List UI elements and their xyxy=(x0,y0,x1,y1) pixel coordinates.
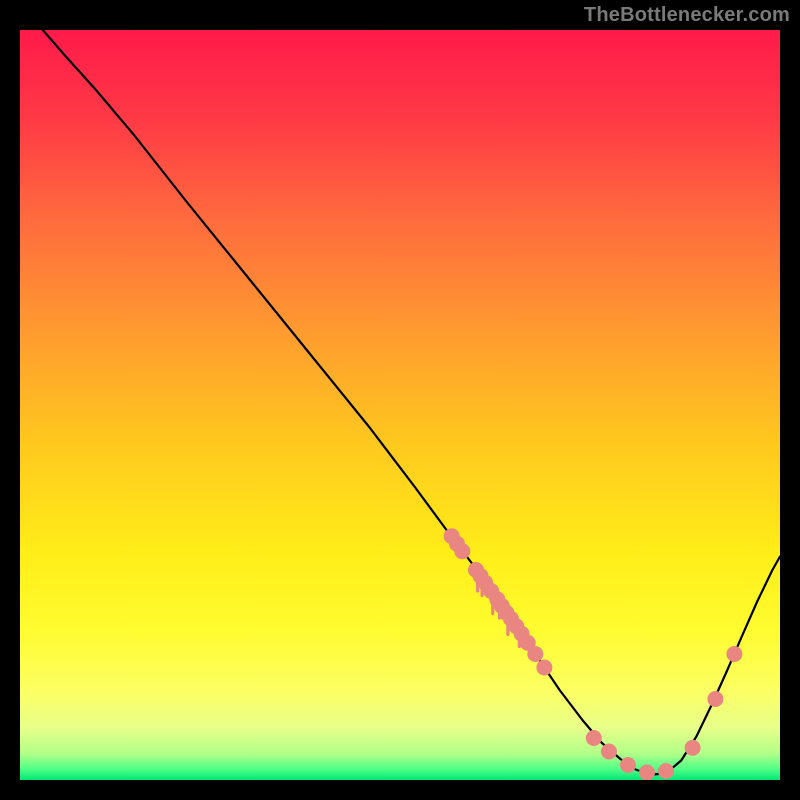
chart-frame: TheBottlenecker.com xyxy=(0,0,800,800)
data-marker xyxy=(726,646,742,662)
data-marker xyxy=(586,730,602,746)
data-marker xyxy=(639,765,655,781)
data-marker xyxy=(454,543,470,559)
plot-area xyxy=(20,30,780,780)
data-marker xyxy=(707,691,723,707)
data-marker xyxy=(536,660,552,676)
data-marker xyxy=(620,757,636,773)
data-marker xyxy=(601,744,617,760)
data-marker xyxy=(527,646,543,662)
attribution-text: TheBottlenecker.com xyxy=(584,4,790,27)
data-marker xyxy=(658,763,674,779)
data-marker xyxy=(685,740,701,756)
chart-background xyxy=(20,30,780,780)
chart-svg xyxy=(20,30,780,780)
